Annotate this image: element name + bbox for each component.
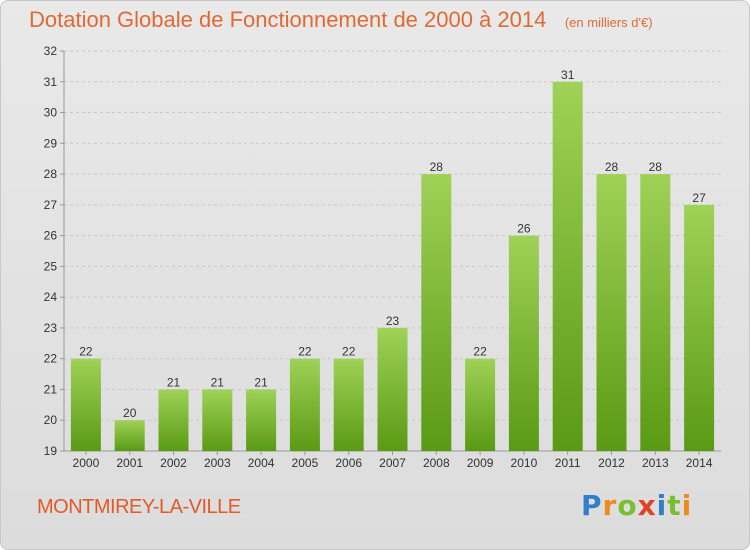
y-tick-label: 26 — [44, 229, 58, 243]
x-tick-label: 2003 — [204, 456, 231, 470]
x-tick-label: 2002 — [160, 456, 187, 470]
bar-2002 — [158, 389, 189, 451]
data-label: 22 — [79, 345, 93, 359]
proxiti-logo[interactable]: Proxiti — [581, 489, 692, 522]
bar-2003 — [202, 389, 233, 451]
bar-2005 — [289, 358, 320, 451]
bar-2007 — [377, 327, 408, 451]
logo-letter: i — [681, 489, 693, 522]
bar-2006 — [333, 358, 364, 451]
x-tick-label: 2011 — [555, 456, 581, 470]
data-label: 21 — [254, 375, 268, 389]
data-label: 23 — [386, 314, 400, 328]
data-label: 28 — [649, 160, 663, 174]
x-tick-label: 2004 — [248, 456, 275, 470]
bar-2001 — [114, 420, 145, 451]
chart-unit: (en milliers d'€) — [564, 15, 653, 30]
x-tick-label: 2013 — [642, 456, 669, 470]
x-tick-label: 2000 — [73, 456, 100, 470]
bar-2012 — [596, 174, 627, 452]
data-label: 28 — [430, 160, 444, 174]
bar-2014 — [684, 204, 715, 451]
title-row: Dotation Globale de Fonctionnement de 20… — [29, 7, 653, 33]
x-tick-label: 2012 — [598, 456, 625, 470]
bars — [70, 81, 715, 452]
bar-2008 — [421, 174, 452, 452]
logo-letter: P — [581, 489, 603, 522]
y-tick-label: 22 — [44, 352, 58, 366]
y-tick-label: 29 — [44, 136, 58, 150]
data-label: 28 — [605, 160, 619, 174]
data-labels: 22 20 21 21 21 22 22 23 28 22 26 31 28 28 27 — [79, 68, 706, 420]
bar-2004 — [246, 389, 277, 451]
y-tick-label: 27 — [44, 198, 58, 212]
logo-letter: i — [656, 489, 668, 522]
y-tick-label: 24 — [44, 290, 58, 304]
bar-2013 — [640, 174, 671, 452]
y-tick-label: 23 — [44, 321, 58, 335]
data-label: 27 — [692, 191, 706, 205]
data-label: 31 — [561, 68, 575, 82]
y-tick-label: 20 — [44, 413, 58, 427]
x-tick-label: 2005 — [292, 456, 319, 470]
axes: 19 20 21 22 23 24 25 26 27 28 29 30 31 32 2000 2001 2002… — [44, 44, 721, 470]
x-tick-label: 2010 — [511, 456, 538, 470]
y-tick-label: 30 — [44, 106, 58, 120]
x-tick-label: 2008 — [423, 456, 450, 470]
data-label: 26 — [517, 222, 531, 236]
logo-letter: o — [617, 489, 638, 522]
x-tick-label: 2007 — [379, 456, 406, 470]
logo-letter: t — [667, 489, 682, 522]
x-tick-label: 2001 — [116, 456, 143, 470]
y-tick-label: 19 — [44, 444, 58, 458]
bar-2009 — [465, 358, 496, 451]
data-label: 21 — [167, 375, 181, 389]
logo-letter: r — [602, 489, 618, 522]
commune-name: MONTMIREY-LA-VILLE — [37, 496, 241, 518]
x-tick-label: 2009 — [467, 456, 494, 470]
bar-2010 — [508, 235, 539, 451]
y-tick-label: 21 — [44, 382, 58, 396]
logo-letter: x — [637, 489, 657, 522]
y-tick-label: 31 — [44, 75, 58, 89]
data-label: 22 — [473, 345, 487, 359]
data-label: 22 — [298, 345, 312, 359]
y-tick-label: 25 — [44, 259, 58, 273]
y-tick-label: 28 — [44, 167, 58, 181]
y-tick-label: 32 — [44, 44, 58, 58]
bar-2000 — [70, 358, 101, 451]
data-label: 22 — [342, 345, 356, 359]
data-label: 21 — [211, 375, 225, 389]
chart-title: Dotation Globale de Fonctionnement de 20… — [29, 7, 547, 32]
data-label: 20 — [123, 406, 137, 420]
x-tick-label: 2006 — [335, 456, 362, 470]
x-tick-label: 2014 — [686, 456, 713, 470]
bar-2011 — [552, 81, 583, 452]
